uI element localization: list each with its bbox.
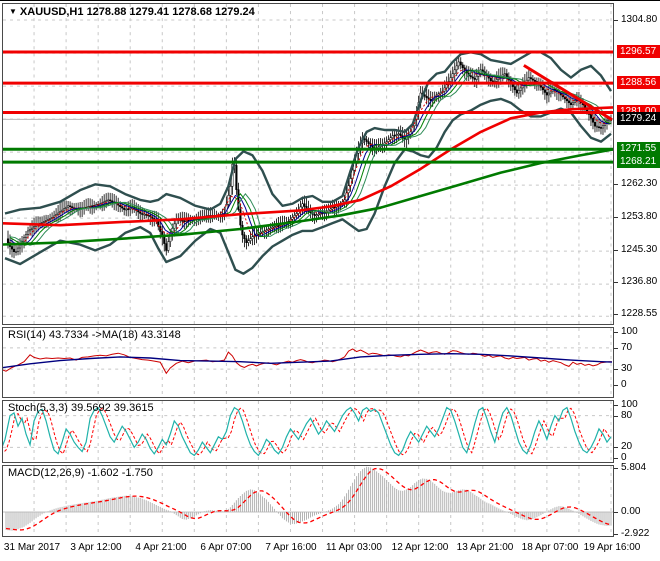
macd-tick-5.804: 5.804	[621, 462, 647, 473]
price-tick-1245.30-mark	[614, 250, 618, 251]
stoch-tick-100-mark	[614, 405, 618, 406]
rsi-tick-30-mark	[614, 369, 618, 370]
macd-panel[interactable]: MACD(12,26,9) -1.602 -1.750	[2, 465, 614, 537]
stoch-tick-20-mark	[614, 447, 618, 448]
trendline[interactable]	[523, 64, 613, 122]
rsi-series-0	[3, 348, 613, 375]
bollinger-upper-band	[4, 51, 613, 215]
macd-tick-0.00: 0.00	[621, 506, 641, 517]
bollinger-lower-band	[4, 97, 612, 275]
time-label: 3 Apr 12:00	[70, 542, 122, 553]
price-tick-1304.80-mark	[614, 20, 618, 21]
time-label: 11 Apr 03:00	[326, 542, 382, 553]
price-tag-1268.21: 1268.21	[617, 155, 660, 168]
price-tick-1228.55-mark	[614, 314, 618, 315]
stochastic-panel[interactable]: Stoch(5,3,3) 39.5692 39.3615	[2, 400, 614, 463]
price-tick-1262.30-mark	[614, 184, 618, 185]
grid-layer	[33, 401, 612, 461]
time-label: 12 Apr 12:00	[391, 542, 449, 553]
macd-tick--2.922: -2.922	[621, 528, 650, 539]
rsi-tick-0: 0	[621, 379, 627, 390]
rsi-panel[interactable]: RSI(14) 43.7334 ->MA(18) 43.3148	[2, 327, 614, 398]
price-tick-1236.80-mark	[614, 282, 618, 283]
time-label: 19 Apr 16:00	[583, 542, 641, 553]
main-chart-canvas[interactable]	[3, 4, 613, 324]
macd-tick-0.00-mark	[614, 512, 618, 513]
price-tag-1271.55: 1271.55	[617, 142, 660, 155]
macd-signal-line	[5, 467, 612, 531]
rsi-tick-70: 70	[621, 342, 633, 353]
time-label: 13 Apr 21:00	[456, 542, 514, 553]
time-label: 18 Apr 07:00	[521, 542, 579, 553]
stoch-signal-line	[3, 407, 611, 456]
rsi-tick-100: 100	[621, 326, 638, 337]
ohlc-values: 1278.88 1279.41 1278.68 1279.24	[86, 6, 255, 18]
grid-layer	[33, 328, 612, 397]
time-axis[interactable]: 31 Mar 2017 3 Apr 12:00 4 Apr 21:00 6 Apr 0…	[0, 539, 660, 561]
price-axis[interactable]: 1304.80 1262.30 1253.80 1245.30 1236.80 1228.…	[614, 1, 660, 561]
macd-histogram-layer	[5, 466, 612, 531]
stoch-tick-20: 20	[621, 441, 633, 452]
rsi-tick-30: 30	[621, 363, 633, 374]
price-tick-1304.80: 1304.80	[621, 14, 658, 25]
price-tick-1236.80: 1236.80	[621, 276, 658, 287]
stoch-tick-0: 0	[621, 452, 627, 463]
slow-ma-green	[3, 148, 613, 246]
macd-tick--2.922-mark	[614, 534, 618, 535]
price-tag-1296.57: 1296.57	[617, 45, 660, 58]
price-tag-1288.56: 1288.56	[617, 76, 660, 89]
price-tick-1253.80-mark	[614, 217, 618, 218]
rsi-tick-100-mark	[614, 332, 618, 333]
stoch-tick-0-mark	[614, 458, 618, 459]
symbol-timeframe-label: XAUUSD,H1	[19, 6, 84, 18]
fast-ma-3	[9, 69, 612, 246]
main-chart-panel[interactable]: ▼ XAUUSD,H1 1278.88 1279.41 1278.68 1279.…	[2, 3, 614, 325]
stoch-tick-80-mark	[614, 416, 618, 417]
rsi-label: RSI(14) 43.7334 ->MA(18) 43.3148	[8, 329, 181, 341]
price-tick-1245.30: 1245.30	[621, 244, 658, 255]
stoch-main-line	[3, 406, 612, 457]
time-label: 4 Apr 21:00	[135, 542, 187, 553]
stoch-tick-100: 100	[621, 399, 638, 410]
stochastic-canvas[interactable]	[3, 401, 613, 462]
price-tick-1253.80: 1253.80	[621, 211, 658, 222]
symbol-dropdown-arrow-icon[interactable]: ▼	[9, 7, 17, 16]
time-label: 7 Apr 16:00	[265, 542, 317, 553]
rsi-tick-70-mark	[614, 348, 618, 349]
rsi-tick-0-mark	[614, 385, 618, 386]
macd-tick-5.804-mark	[614, 468, 618, 469]
time-label: 31 Mar 2017	[3, 542, 61, 553]
slow-ma-red	[3, 106, 613, 227]
price-tag-1279.24: 1279.24	[617, 112, 660, 125]
stochastic-label: Stoch(5,3,3) 39.5692 39.3615	[8, 402, 154, 414]
price-tick-1262.30: 1262.30	[621, 178, 658, 189]
rsi-canvas[interactable]	[3, 328, 613, 397]
stoch-tick-80: 80	[621, 410, 633, 421]
macd-label: MACD(12,26,9) -1.602 -1.750	[8, 467, 153, 479]
macd-canvas[interactable]	[3, 466, 613, 536]
time-label: 6 Apr 07:00	[200, 542, 252, 553]
price-tick-1228.55: 1228.55	[621, 308, 658, 319]
chart-title: ▼ XAUUSD,H1 1278.88 1279.41 1278.68 1279.…	[9, 6, 255, 18]
candle-wicks-layer	[7, 55, 612, 259]
rsi-series-1	[3, 352, 613, 369]
